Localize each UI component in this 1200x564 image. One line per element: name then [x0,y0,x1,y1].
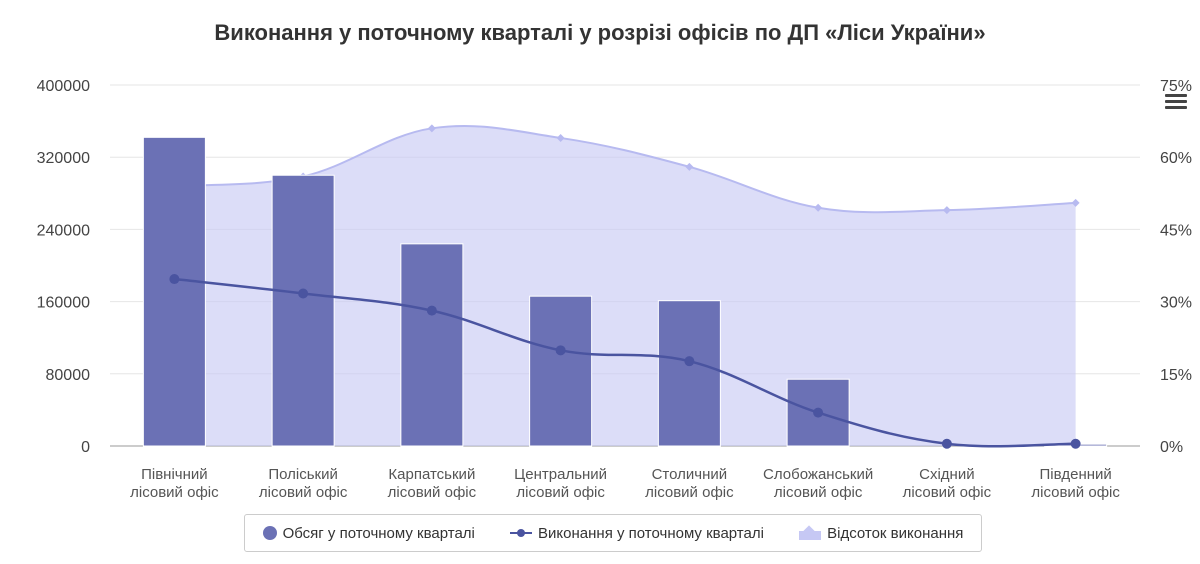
legend: Обсяг у поточному кварталі Виконання у п… [244,514,982,552]
percent-area-fill [174,125,1076,446]
legend-item-volume[interactable]: Обсяг у поточному кварталі [262,524,475,542]
bar-4 [529,295,593,447]
y-left-tick-label: 240000 [37,222,90,239]
bar-3 [400,243,464,447]
y-right-tick-label: 0% [1160,439,1183,456]
y-right-tick-label: 45% [1160,222,1192,239]
percent-point [942,206,951,215]
bar-2 [271,174,335,447]
x-tick-label: Південний лісовий офіс [1031,466,1120,501]
x-tick-label: Карпатський лісовий офіс [388,466,477,501]
legend-label-completion: Виконання у поточному кварталі [538,524,764,542]
y-left-tick-label: 160000 [37,295,90,312]
completion-point [298,288,309,299]
completion-point [684,356,695,367]
legend-label-percent: Відсоток виконання [827,524,964,542]
x-tick-label: Центральний лісовий офіс [514,466,607,501]
x-tick-label: Північний лісовий офіс [130,466,219,501]
y-left-tick-label: 0 [81,439,90,456]
x-tick-label: Поліський лісовий офіс [259,466,348,501]
percent-point [427,124,436,133]
completion-point [1070,438,1081,449]
percent-point [556,133,565,142]
completion-line [174,277,1076,448]
legend-marker-percent [799,526,822,540]
percent-point [814,203,823,212]
x-tick-label: Східний лісовий офіс [903,466,992,501]
y-left-tick-label: 400000 [37,78,90,95]
y-right-tick-label: 30% [1160,295,1192,312]
completion-point [169,274,180,285]
completion-point [813,407,824,418]
percent-area-line [174,124,1076,214]
x-tick-label: Слобожанський лісовий офіс [763,466,873,501]
legend-marker-completion [510,526,533,540]
bar-5 [657,300,721,447]
hamburger-menu-icon[interactable] [1165,94,1187,112]
legend-label-volume: Обсяг у поточному кварталі [282,524,475,542]
legend-item-percent[interactable]: Відсоток виконання [799,525,963,542]
percent-point [685,162,694,171]
legend-item-completion[interactable]: Виконання у поточному кварталі [510,525,764,542]
y-right-tick-label: 75% [1160,78,1192,95]
y-right-tick-label: 15% [1160,367,1192,384]
x-tick-label: Столичний лісовий офіс [645,466,734,501]
legend-marker-volume [262,526,277,540]
completion-point [555,345,566,356]
y-left-tick-label: 320000 [37,150,90,167]
completion-point [941,438,952,449]
completion-point [426,305,437,316]
percent-point [1071,198,1080,207]
y-left-tick-label: 80000 [46,367,91,384]
y-right-tick-label: 60% [1160,150,1192,167]
chart-title: Виконання у поточному кварталі у розрізі… [214,20,986,45]
bar-1 [142,136,206,447]
